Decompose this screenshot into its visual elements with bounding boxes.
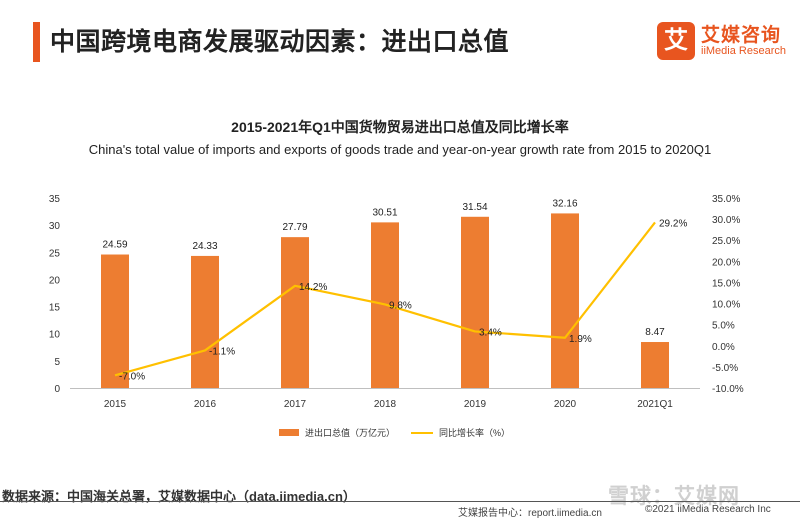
legend-label-bar: 进出口总值（万亿元） xyxy=(305,427,395,438)
y-right-tick-label: 5.0% xyxy=(712,321,735,332)
y-left-tick-label: 15 xyxy=(49,303,61,314)
footer-divider xyxy=(0,501,800,502)
x-tick-label: 2017 xyxy=(284,399,307,410)
y-right-tick-label: 25.0% xyxy=(712,236,740,247)
y-left-tick-label: 20 xyxy=(49,275,61,286)
growth-rate-line xyxy=(114,221,656,377)
bar-data-label: 8.47 xyxy=(645,327,665,338)
bar xyxy=(191,255,219,388)
y-right-tick-label: 10.0% xyxy=(712,300,740,311)
x-tick-label: 2019 xyxy=(464,399,487,410)
y-left-tick-label: 35 xyxy=(49,194,61,205)
bar xyxy=(551,213,579,388)
bar-data-label: 24.33 xyxy=(192,241,217,252)
title-accent-bar xyxy=(33,22,40,62)
legend-label-line: 同比增长率（%） xyxy=(439,427,510,438)
x-tick-label: 2015 xyxy=(104,399,127,410)
bar xyxy=(101,254,129,388)
line-data-label: 3.4% xyxy=(479,327,502,338)
y-right-tick-label: 20.0% xyxy=(712,257,740,268)
y-right-tick-label: -5.0% xyxy=(712,363,738,374)
y-left-tick-label: 5 xyxy=(54,357,60,368)
y-right-tick-label: -10.0% xyxy=(712,384,744,395)
x-tick-label: 2021Q1 xyxy=(637,399,673,410)
brand-name-cn: 艾媒咨询 xyxy=(701,25,782,46)
footer-report-site: 艾媒报告中心：report.iimedia.cn xyxy=(458,508,602,519)
y-right-tick-label: 0.0% xyxy=(712,342,735,353)
line-data-label: -7.0% xyxy=(119,371,145,382)
line-data-label: 9.8% xyxy=(389,300,412,311)
chart-title: 2015-2021年Q1中国货物贸易进出口总值及同比增长率 xyxy=(231,119,569,135)
line-data-label: 14.2% xyxy=(299,282,327,293)
legend-swatch-bar xyxy=(279,429,299,436)
x-tick-label: 2018 xyxy=(374,399,397,410)
line-data-label: 29.2% xyxy=(659,218,687,229)
y-right-tick-label: 35.0% xyxy=(712,194,740,205)
footer-copyright: ©2021 iiMedia Research Inc xyxy=(645,504,771,515)
line-data-label: 1.9% xyxy=(569,334,592,345)
bar-data-label: 31.54 xyxy=(462,202,487,213)
x-tick-label: 2016 xyxy=(194,399,217,410)
brand-logo-icon: 艾 xyxy=(657,22,695,60)
bar xyxy=(461,216,489,388)
y-left-tick-label: 10 xyxy=(49,330,61,341)
y-left-tick-label: 0 xyxy=(54,384,60,395)
bar xyxy=(281,237,309,388)
bar-data-label: 24.59 xyxy=(102,240,127,251)
y-left-tick-label: 25 xyxy=(49,248,61,259)
y-left-tick-label: 30 xyxy=(49,221,61,232)
bar-data-label: 32.16 xyxy=(552,198,577,209)
y-right-tick-label: 15.0% xyxy=(712,278,740,289)
bar-data-label: 27.79 xyxy=(282,222,307,233)
page-title: 中国跨境电商发展驱动因素：进出口总值 xyxy=(50,28,510,56)
brand-name-en: iiMedia Research xyxy=(701,45,786,57)
watermark: 雪球：艾媒网 xyxy=(608,485,740,508)
x-tick-label: 2020 xyxy=(554,399,577,410)
y-right-tick-label: 30.0% xyxy=(712,215,740,226)
bar xyxy=(641,342,669,388)
line-data-label: -1.1% xyxy=(209,346,235,357)
data-source: 数据来源：中国海关总署，艾媒数据中心（data.iimedia.cn） xyxy=(2,489,356,504)
chart-subtitle: China's total value of imports and expor… xyxy=(88,142,712,157)
bar-data-label: 30.51 xyxy=(372,207,397,218)
